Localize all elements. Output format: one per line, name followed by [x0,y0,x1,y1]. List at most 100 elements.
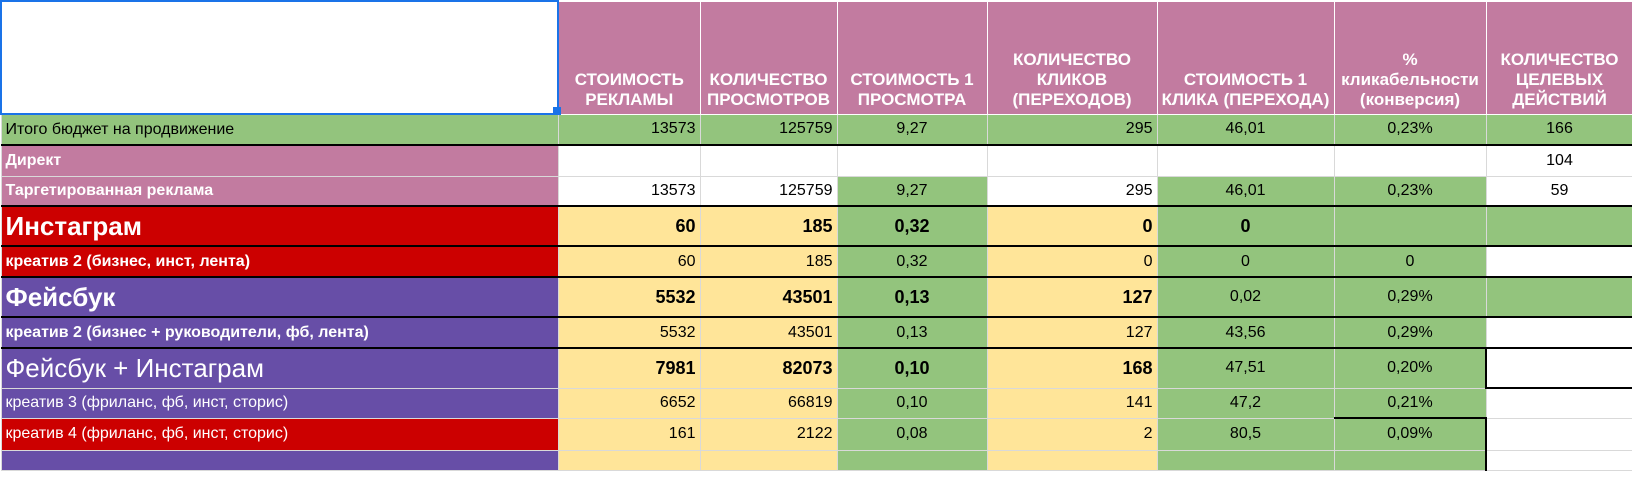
cell[interactable]: 46,01 [1156,113,1335,146]
table-row: Фейсбук 5532 43501 0,13 127 0,02 0,29% [0,276,1632,318]
cell[interactable]: 59 [1485,175,1632,207]
row-label[interactable]: Инстаграм [0,205,559,247]
cell[interactable] [1333,449,1487,471]
cell[interactable]: 0,29% [1333,276,1487,318]
cell[interactable] [986,449,1158,471]
header-clicks[interactable]: КОЛИЧЕСТВО КЛИКОВ (ПЕРЕХОДОВ) [986,0,1158,115]
cell[interactable] [699,144,838,177]
cell[interactable]: 0,21% [1333,387,1487,419]
cell[interactable]: 185 [699,205,838,247]
cell[interactable]: 80,5 [1156,417,1335,451]
row-label[interactable] [0,449,559,471]
cell[interactable] [836,449,988,471]
cell[interactable]: 60 [557,205,701,247]
row-label[interactable]: Таргетированная реклама [0,175,559,207]
cell[interactable] [1485,387,1632,419]
cell[interactable]: 9,27 [836,175,988,207]
cell[interactable]: 0,08 [836,417,988,451]
cell[interactable]: 0,32 [836,205,988,247]
selection-fill-handle[interactable] [553,107,561,115]
cell[interactable] [1485,449,1632,471]
cell[interactable]: 43501 [699,316,838,349]
cell[interactable] [1485,245,1632,278]
cell[interactable]: 0 [1156,245,1335,278]
row-label[interactable]: Фейсбук + Инстаграм [0,347,559,389]
cell[interactable]: 13573 [557,113,701,146]
row-label[interactable]: креатив 3 (фриланс, фб, инст, сторис) [0,387,559,419]
cell[interactable]: 46,01 [1156,175,1335,207]
cell[interactable]: 7981 [557,347,701,389]
cell[interactable]: 295 [986,175,1158,207]
cell[interactable] [1485,205,1632,247]
header-cost-per-view[interactable]: СТОИМОСТЬ 1 ПРОСМОТРА [836,0,988,115]
header-target-actions[interactable]: КОЛИЧЕСТВО ЦЕЛЕВЫХ ДЕЙСТВИЙ [1485,0,1632,115]
cell[interactable] [1333,144,1487,177]
cell[interactable]: 0 [986,205,1158,247]
cell[interactable]: 2 [986,417,1158,451]
cell[interactable]: 125759 [699,175,838,207]
cell[interactable] [1485,316,1632,349]
cell[interactable] [836,144,988,177]
cell[interactable]: 0,13 [836,316,988,349]
cell[interactable]: 0,23% [1333,113,1487,146]
cell[interactable]: 127 [986,276,1158,318]
cell[interactable]: 60 [557,245,701,278]
cell[interactable] [557,144,701,177]
cell[interactable] [1485,276,1632,318]
table-row: креатив 2 (бизнес + руководители, фб, ле… [0,316,1632,349]
cell[interactable]: 0 [1156,205,1335,247]
cell[interactable] [986,144,1158,177]
table-row: Итого бюджет на продвижение 13573 125759… [0,113,1632,146]
row-label[interactable]: Итого бюджет на продвижение [0,113,559,146]
cell[interactable]: 82073 [699,347,838,389]
header-cost-per-click[interactable]: СТОИМОСТЬ 1 КЛИКА (ПЕРЕХОДА) [1156,0,1335,115]
cell[interactable]: 166 [1485,113,1632,146]
cell[interactable]: 43,56 [1156,316,1335,349]
cell[interactable]: 43501 [699,276,838,318]
cell[interactable]: 66819 [699,387,838,419]
cell[interactable]: 0,02 [1156,276,1335,318]
selected-cell[interactable] [0,0,559,115]
header-views[interactable]: КОЛИЧЕСТВО ПРОСМОТРОВ [699,0,838,115]
cell[interactable]: 0,09% [1333,417,1487,451]
cell[interactable] [1485,347,1632,389]
cell[interactable]: 2122 [699,417,838,451]
cell[interactable] [1485,417,1632,451]
cell[interactable]: 0,23% [1333,175,1487,207]
cell[interactable]: 0 [986,245,1158,278]
cell[interactable]: 5532 [557,316,701,349]
cell[interactable]: 6652 [557,387,701,419]
cell[interactable]: 0,29% [1333,316,1487,349]
row-label[interactable]: Директ [0,144,559,177]
header-ad-cost[interactable]: СТОИМОСТЬ РЕКЛАМЫ [557,0,701,115]
cell[interactable] [1156,449,1335,471]
cell[interactable] [699,449,838,471]
cell[interactable]: 0,32 [836,245,988,278]
cell[interactable] [1156,144,1335,177]
cell[interactable]: 0,10 [836,387,988,419]
cell[interactable]: 125759 [699,113,838,146]
row-label[interactable]: Фейсбук [0,276,559,318]
row-label[interactable]: креатив 2 (бизнес, инст, лента) [0,245,559,278]
cell[interactable]: 127 [986,316,1158,349]
cell[interactable]: 47,51 [1156,347,1335,389]
cell[interactable]: 141 [986,387,1158,419]
cell[interactable]: 0,10 [836,347,988,389]
cell[interactable]: 295 [986,113,1158,146]
cell[interactable]: 47,2 [1156,387,1335,419]
cell[interactable]: 161 [557,417,701,451]
cell[interactable] [557,449,701,471]
cell[interactable]: 13573 [557,175,701,207]
header-ctr[interactable]: % кликабельности (конверсия) [1333,0,1487,115]
cell[interactable]: 0 [1333,245,1487,278]
cell[interactable] [1333,205,1487,247]
row-label[interactable]: креатив 4 (фриланс, фб, инст, сторис) [0,417,559,451]
cell[interactable]: 9,27 [836,113,988,146]
cell[interactable]: 0,13 [836,276,988,318]
cell[interactable]: 5532 [557,276,701,318]
cell[interactable]: 0,20% [1333,347,1487,389]
row-label[interactable]: креатив 2 (бизнес + руководители, фб, ле… [0,316,559,349]
cell[interactable]: 168 [986,347,1158,389]
cell[interactable]: 185 [699,245,838,278]
cell[interactable]: 104 [1485,144,1632,177]
